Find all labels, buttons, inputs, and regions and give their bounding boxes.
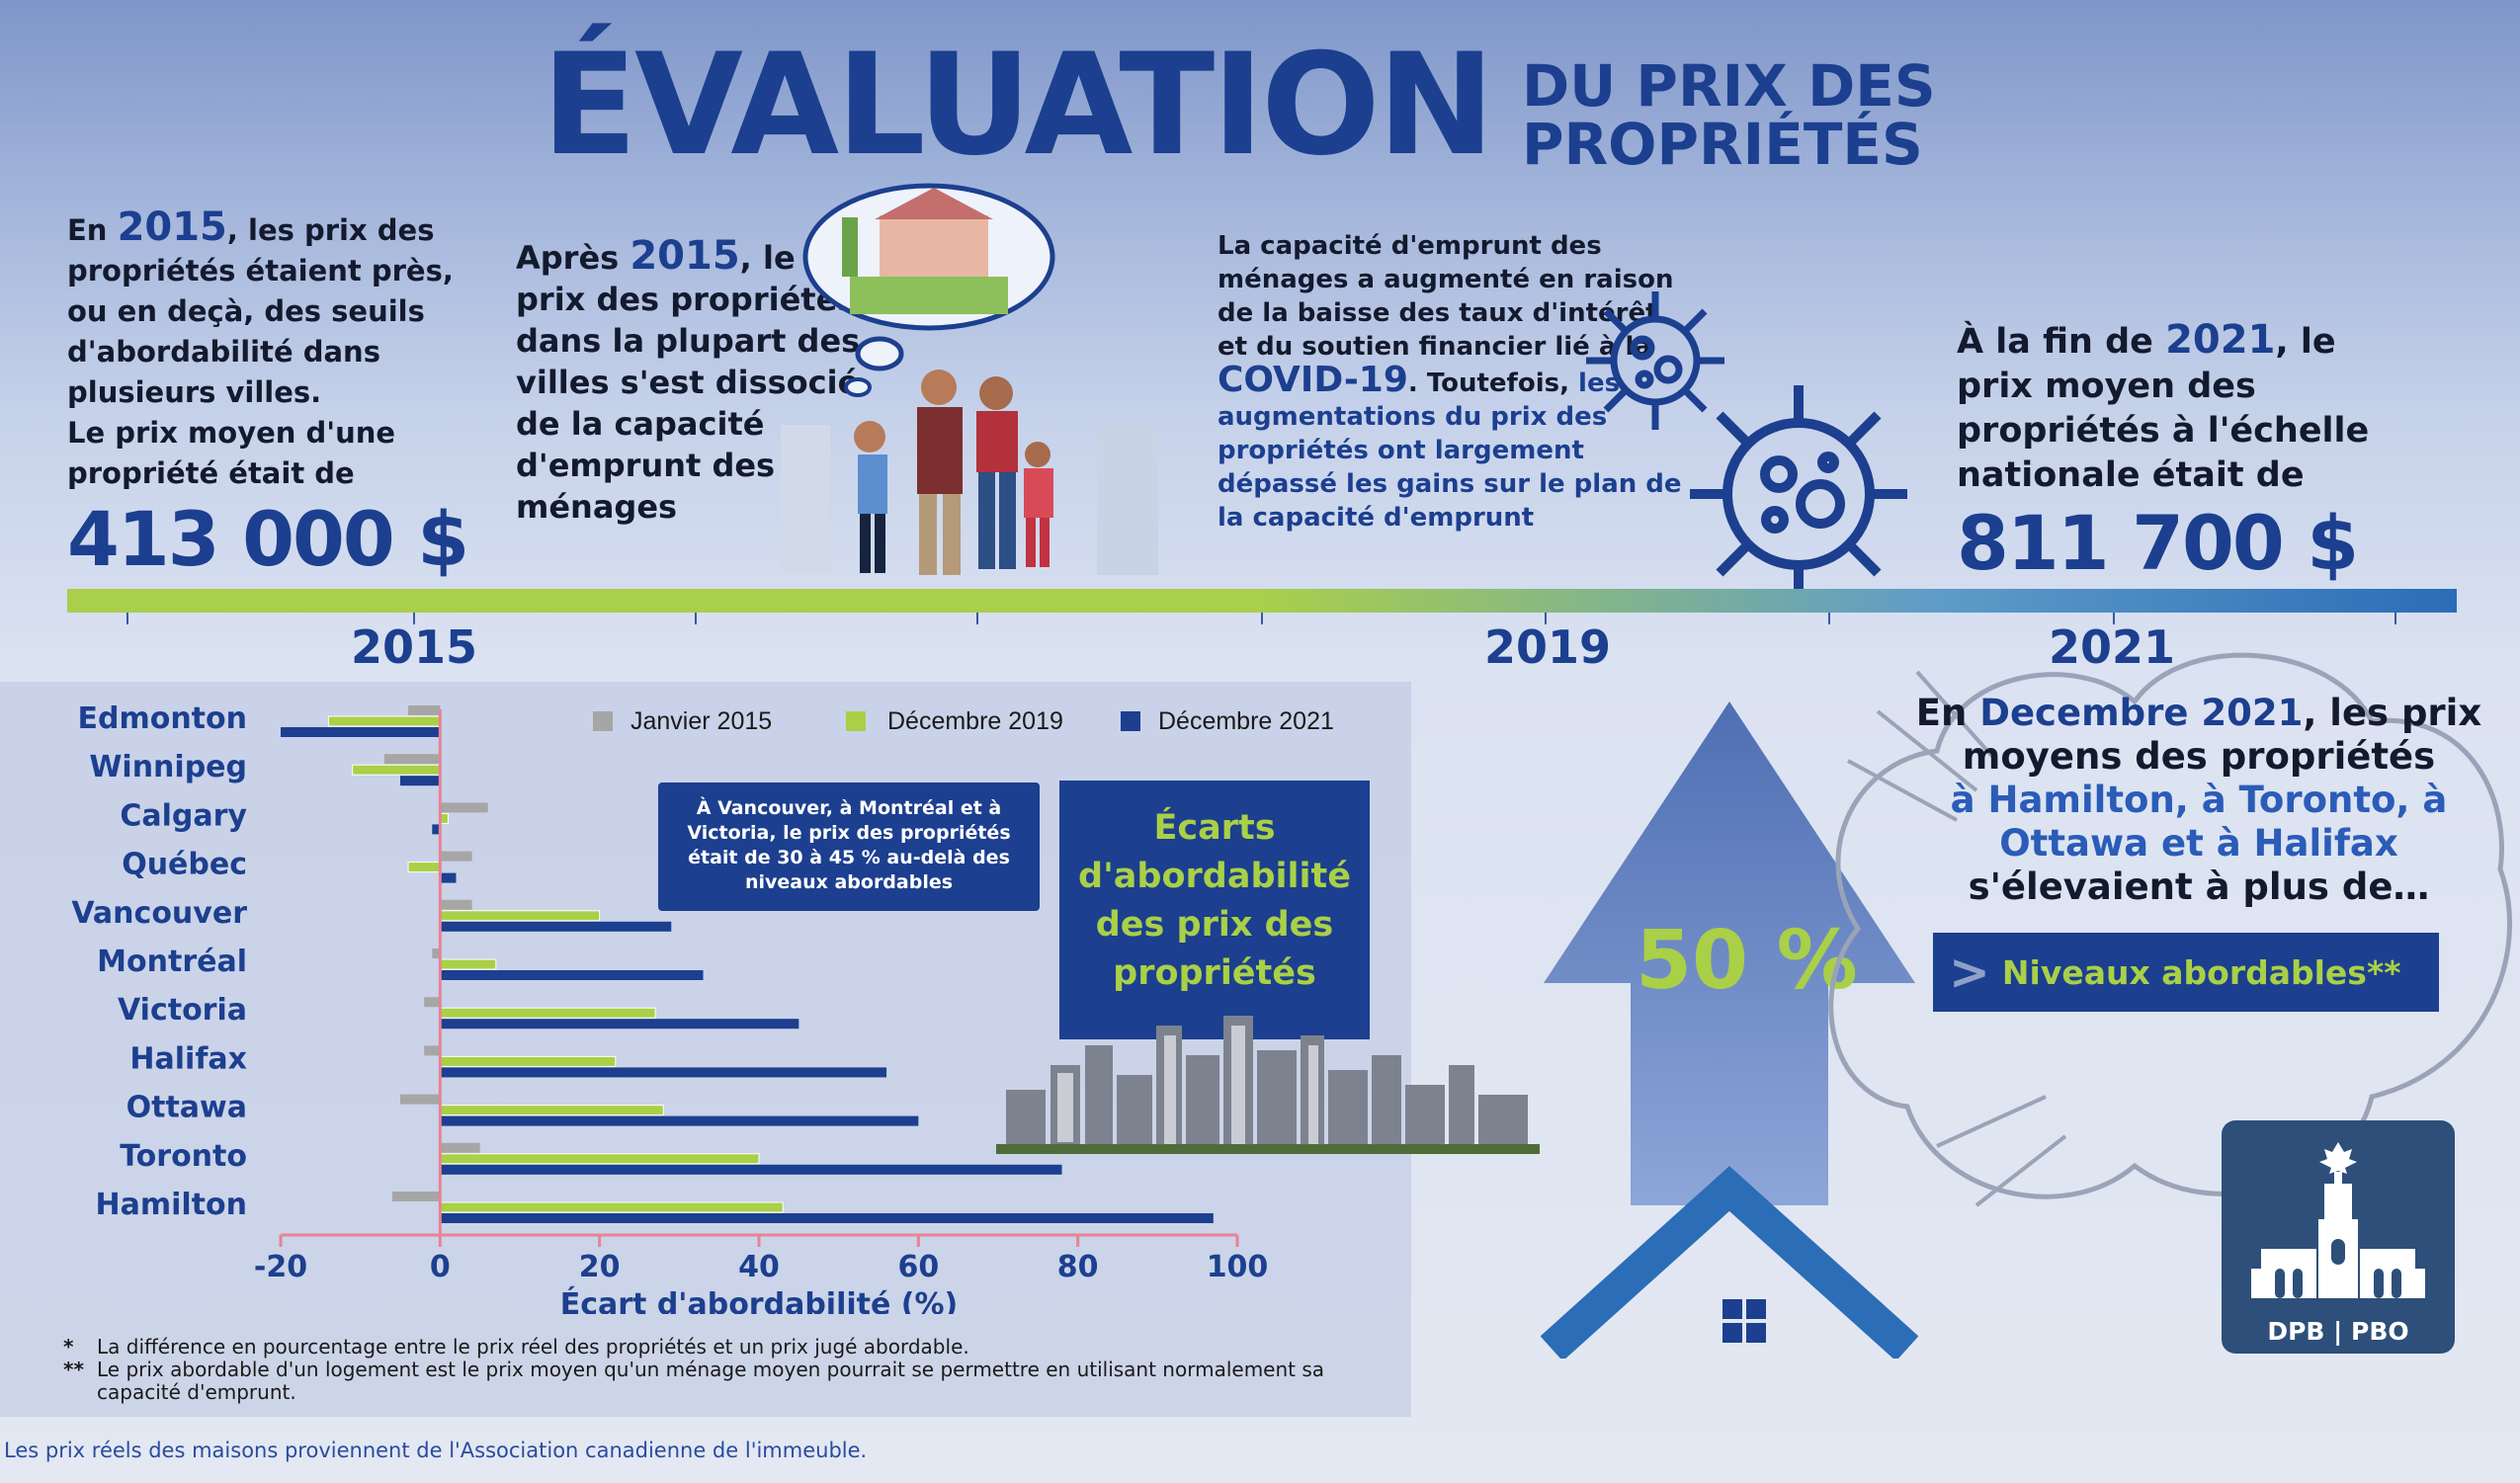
footnotes: * La différence en pourcentage entre le p…	[63, 1336, 1387, 1404]
bar-7-1	[439, 1055, 617, 1067]
parliament-icon: DPB | PBO	[2251, 1142, 2425, 1346]
page-title: ÉVALUATION	[542, 24, 1495, 187]
legend-swatch-jan2015	[593, 711, 613, 731]
legend-swatch-dec2019	[846, 711, 866, 731]
december-2021-cloud-text: En Decembre 2021, les prix moyens des pr…	[1915, 692, 2482, 908]
after-2015-text: Après 2015, le prix des propriétés dans …	[516, 233, 861, 526]
price-2015: 413 000 $	[67, 495, 469, 583]
bar-1-1	[352, 764, 441, 776]
x-axis-title: Écart d'abordabilité (%)	[560, 1286, 959, 1314]
bar-8-2	[440, 1115, 919, 1126]
legend-label-jan2015: Janvier 2015	[630, 707, 772, 735]
bar-5-1	[439, 958, 497, 970]
end-2021-text: À la fin de 2021, le prix moyen des prop…	[1957, 318, 2392, 585]
x-tick-label: 80	[1057, 1250, 1099, 1284]
bar-10-1	[439, 1201, 784, 1213]
bar-7-0	[424, 1045, 441, 1056]
category-label-ottawa: Ottawa	[126, 1091, 247, 1125]
x-tick-label: 100	[1207, 1250, 1269, 1284]
x-tick-label: -20	[254, 1250, 307, 1284]
bar-6-0	[424, 997, 441, 1008]
bar-10-2	[440, 1213, 1214, 1223]
footnote-2: ** Le prix abordable d'un logement est le…	[63, 1358, 1325, 1404]
category-label-victoria: Victoria	[118, 993, 247, 1028]
bar-5-2	[440, 970, 704, 980]
bar-4-2	[440, 921, 672, 932]
bar-6-1	[439, 1007, 656, 1019]
bar-9-2	[440, 1164, 1062, 1175]
bar-0-2	[281, 727, 441, 737]
timeline-year-2019: 2019	[1484, 620, 1612, 674]
covid-highlight: COVID-19	[1218, 360, 1408, 400]
footnote-1: * La différence en pourcentage entre le p…	[63, 1335, 969, 1359]
city-skyline-illustration	[996, 1016, 1540, 1154]
fifty-percent-label: 50 %	[1636, 914, 1858, 1008]
bar-4-0	[440, 899, 472, 910]
bar-3-1	[407, 862, 441, 873]
legend-label-dec2021: Décembre 2021	[1158, 707, 1334, 735]
pbo-logo-label: DPB | PBO	[2267, 1317, 2408, 1346]
bar-0-1	[327, 715, 441, 727]
virus-icon	[1586, 291, 1724, 430]
greater-than-icon: >	[1949, 944, 1990, 1001]
chart-legend: Janvier 2015 Décembre 2019 Décembre 2021	[593, 707, 1334, 735]
bar-2-2	[432, 824, 441, 835]
bar-0-0	[408, 705, 441, 715]
bar-8-1	[439, 1105, 664, 1116]
bar-5-0	[432, 948, 441, 958]
category-label-halifax: Halifax	[129, 1041, 247, 1076]
affordable-levels-label: Niveaux abordables**	[2001, 952, 2401, 992]
timeline-bar	[67, 589, 2457, 613]
city-note-box: À Vancouver, à Montréal et à Victoria, l…	[658, 783, 1040, 911]
legend-swatch-dec2021	[1121, 711, 1140, 731]
bar-7-2	[440, 1067, 887, 1078]
x-tick-label: 0	[430, 1250, 451, 1284]
bar-8-0	[400, 1094, 441, 1105]
bar-3-2	[440, 872, 457, 883]
intro-2015-text: En 2015, les prix des propriétés étaient…	[67, 207, 482, 581]
price-2021: 811 700 $	[1957, 499, 2359, 587]
category-label-montreal: Montréal	[97, 945, 247, 979]
affordable-levels-box: > Niveaux abordables**	[1933, 933, 2439, 1012]
affordability-bar-chart: Janvier 2015 Décembre 2019 Décembre 2021…	[71, 701, 1334, 1314]
page-subtitle: DU PRIX DES PROPRIÉTÉS	[1522, 52, 1936, 179]
thought-cloud	[1828, 652, 2513, 1207]
covid-borrowing-text: La capacité d'emprunt des ménages a augm…	[1218, 231, 1682, 533]
virus-icon	[1690, 385, 1907, 603]
x-tick-label: 40	[738, 1250, 780, 1284]
x-tick-label: 60	[897, 1250, 939, 1284]
bar-9-1	[439, 1153, 760, 1165]
timeline-year-2015: 2015	[351, 620, 478, 674]
category-label-calgary: Calgary	[120, 798, 247, 833]
x-tick-label: 20	[579, 1250, 621, 1284]
bar-2-0	[440, 802, 488, 813]
category-label-hamilton: Hamilton	[96, 1188, 248, 1222]
bar-10-0	[391, 1192, 441, 1201]
source-note: Les prix réels des maisons proviennent d…	[4, 1439, 868, 1462]
category-label-winnipeg: Winnipeg	[89, 750, 247, 784]
bar-3-0	[440, 851, 472, 862]
category-label-edmonton: Edmonton	[77, 701, 247, 736]
timeline-year-2021: 2021	[2049, 620, 2176, 674]
legend-label-dec2019: Décembre 2019	[887, 707, 1063, 735]
affordability-gaps-title-box: Écarts d'abordabilité des prix des propr…	[1059, 781, 1370, 1039]
category-label-toronto: Toronto	[120, 1139, 247, 1174]
up-arrow-house-icon	[1540, 701, 1919, 1359]
bar-6-2	[440, 1019, 799, 1030]
pbo-logo: DPB | PBO	[2222, 1120, 2455, 1354]
bar-9-0	[440, 1142, 480, 1153]
year-2015-highlight: 2015	[117, 205, 227, 250]
bar-1-2	[400, 776, 441, 786]
family-illustration	[781, 183, 1158, 575]
bar-4-1	[439, 910, 601, 922]
category-label-quebec: Québec	[122, 848, 247, 882]
category-label-vancouver: Vancouver	[71, 896, 247, 931]
bar-1-0	[383, 754, 441, 765]
